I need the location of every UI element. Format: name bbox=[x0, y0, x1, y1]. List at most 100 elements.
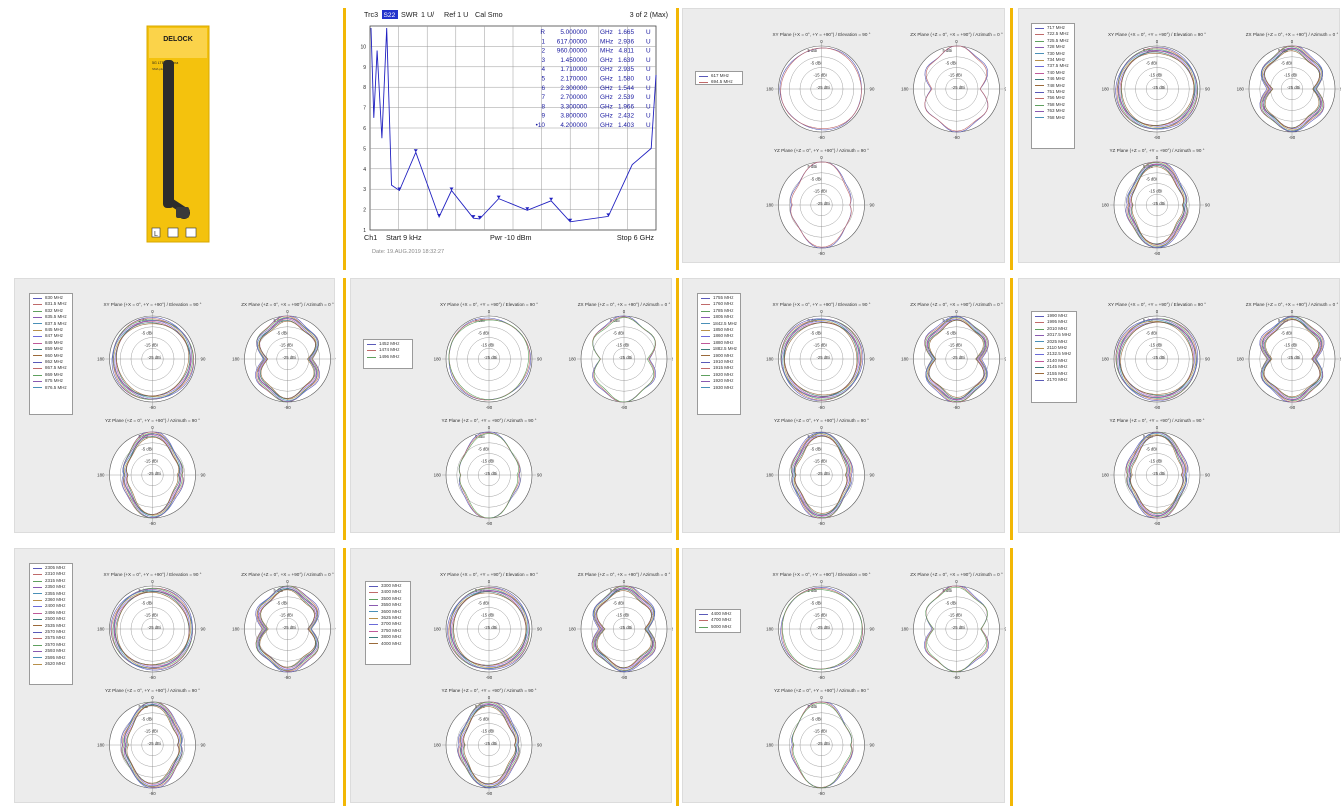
marker-table-cell: 7 bbox=[541, 94, 545, 101]
plane-title: ZX Plane (+Z = 0°, +X = +90°) / Azimuth … bbox=[578, 572, 671, 577]
angle-label: 0 bbox=[1156, 309, 1159, 314]
pattern-trace bbox=[1262, 319, 1322, 401]
legend-label: 862 MHz bbox=[45, 359, 64, 365]
legend-swatch bbox=[369, 604, 378, 606]
ring-label: -25 dBi bbox=[148, 741, 161, 746]
legend-label: 2400 MHz bbox=[45, 603, 66, 609]
ring-label: -25 dBi bbox=[619, 355, 632, 360]
legend-item: 867.5 MHz bbox=[33, 365, 69, 371]
legend-item: 1882.5 MHz bbox=[701, 346, 737, 352]
angle-label: -90 bbox=[818, 251, 825, 256]
pattern-trace bbox=[1115, 318, 1197, 400]
marker-table-cell: 4.200000 bbox=[560, 122, 587, 129]
ring-label: -15 dBi bbox=[814, 729, 827, 734]
radiation-pattern-tile[interactable]: XY Plane (+X = 0°, +Y = +90°) / Elevatio… bbox=[682, 8, 1010, 263]
pattern-trace bbox=[780, 47, 862, 129]
legend-label: 2570 MHz bbox=[45, 641, 66, 647]
plane-title: ZX Plane (+Z = 0°, +X = +90°) / Azimuth … bbox=[578, 302, 671, 307]
angle-label: 180 bbox=[97, 627, 105, 632]
legend-label: 831.5 MHz bbox=[45, 301, 67, 307]
y-tick-label: 7 bbox=[363, 106, 366, 112]
legend-label: 717 MHz bbox=[1047, 25, 1066, 30]
legend-swatch bbox=[33, 374, 42, 376]
pattern-trace bbox=[122, 433, 182, 519]
radiation-pattern-tile[interactable]: XY Plane (+X = 0°, +Y = +90°) / Elevatio… bbox=[1018, 8, 1344, 263]
pattern-trace bbox=[1117, 50, 1195, 128]
marker-table-cell: 2.432 bbox=[618, 113, 634, 120]
marker-point bbox=[549, 197, 554, 201]
marker-table-cell: 3.800000 bbox=[560, 113, 587, 120]
ring-label: -25 dBi bbox=[1152, 355, 1165, 360]
ring-label: -25 dBi bbox=[484, 471, 497, 476]
legend-swatch bbox=[1035, 322, 1044, 324]
vna-swr-tile[interactable]: Trc3 S22 SWR 1 U/ Ref 1 U Cal Smo 3 of 2… bbox=[350, 8, 672, 263]
legend-swatch bbox=[701, 355, 710, 357]
param-label: S22 bbox=[384, 12, 396, 19]
pattern-trace bbox=[255, 585, 320, 672]
angle-label: 0 bbox=[1156, 39, 1159, 44]
legend-swatch bbox=[33, 304, 42, 306]
separator bbox=[676, 548, 679, 806]
ring-label: -25 dBi bbox=[817, 355, 830, 360]
ring-label: -5 dBi bbox=[811, 176, 822, 181]
ring-label: -5 dBi bbox=[811, 716, 822, 721]
radiation-pattern-tile[interactable]: XY Plane (+X = 0°, +Y = +90°) / Elevatio… bbox=[682, 548, 1010, 803]
ring-label: -25 dBi bbox=[1287, 85, 1300, 90]
legend-label: 1760 MHz bbox=[713, 301, 734, 307]
radiation-pattern-tile[interactable]: XY Plane (+X = 0°, +Y = +90°) / Elevatio… bbox=[350, 278, 677, 533]
date-label: Date: 19.AUG.2019 18:32:27 bbox=[372, 249, 444, 255]
legend-swatch bbox=[1035, 34, 1044, 36]
frequency-legend: 4400 MHz 4700 MHz 5000 MHz bbox=[695, 609, 741, 633]
radiation-pattern-tile[interactable]: XY Plane (+X = 0°, +Y = +90°) / Elevatio… bbox=[682, 278, 1010, 533]
separator bbox=[676, 8, 679, 270]
legend-item: 2570 MHz bbox=[33, 642, 69, 648]
pattern-trace bbox=[113, 319, 191, 397]
legend-swatch bbox=[33, 638, 42, 640]
radiation-pattern-tile[interactable]: XY Plane (+X = 0°, +Y = +90°) / Elevatio… bbox=[14, 548, 341, 803]
pattern-trace bbox=[124, 704, 180, 785]
pattern-trace bbox=[115, 323, 190, 397]
ring-label: -15 dBi bbox=[949, 343, 962, 348]
radiation-pattern-tile[interactable]: XY Plane (+X = 0°, +Y = +90°) / Elevatio… bbox=[14, 278, 341, 533]
product-image-tile[interactable]: DELOCK 5G LTE Antenna SMA plug L bbox=[10, 8, 338, 263]
radiation-pattern-tile[interactable]: XY Plane (+X = 0°, +Y = +90°) / Elevatio… bbox=[350, 548, 677, 803]
pattern-trace bbox=[1260, 316, 1324, 403]
ring-label: -15 dBi bbox=[481, 459, 494, 464]
marker-table-cell: 3.300000 bbox=[560, 103, 587, 110]
pattern-trace bbox=[790, 432, 851, 518]
legend-swatch bbox=[33, 593, 42, 595]
ring-label: -5 dBi bbox=[946, 330, 957, 335]
plane-title: ZX Plane (+Z = 0°, +X = +90°) / Azimuth … bbox=[1246, 32, 1339, 37]
plane-title: ZX Plane (+Z = 0°, +X = +90°) / Azimuth … bbox=[910, 302, 1003, 307]
legend-label: 1842.5 MHz bbox=[712, 320, 737, 326]
angle-label: 180 bbox=[766, 87, 774, 92]
pattern-trace bbox=[1120, 321, 1194, 395]
angle-label: -90 bbox=[486, 405, 493, 410]
legend-swatch bbox=[33, 650, 42, 652]
angle-label: 0 bbox=[488, 579, 491, 584]
pattern-trace bbox=[779, 47, 862, 131]
legend-label: 2132.5 MHz bbox=[1047, 351, 1072, 357]
legend-label: 1496 MHz bbox=[379, 353, 400, 359]
legend-swatch bbox=[33, 663, 42, 665]
marker-table-cell: GHz bbox=[600, 57, 613, 64]
legend-item: 734 MHz bbox=[1035, 57, 1071, 63]
legend-item: 862 MHz bbox=[33, 359, 69, 365]
ring-label: -5 dBi bbox=[1281, 60, 1292, 65]
pattern-trace bbox=[1117, 50, 1196, 129]
ring-label: -5 dBi bbox=[1146, 60, 1157, 65]
cal-label: Cal Smo bbox=[475, 10, 503, 19]
legend-label: 5000 MHz bbox=[711, 623, 732, 629]
pattern-trace bbox=[125, 436, 180, 515]
pattern-trace bbox=[111, 587, 193, 670]
radiation-pattern-tile[interactable]: XY Plane (+X = 0°, +Y = +90°) / Elevatio… bbox=[1018, 278, 1344, 533]
marker-table-cell: U bbox=[646, 48, 651, 55]
angle-label: 90 bbox=[201, 473, 206, 478]
ring-label: -15 dBi bbox=[1149, 189, 1162, 194]
pattern-trace bbox=[1129, 435, 1184, 515]
legend-item: 847 MHz bbox=[33, 333, 69, 339]
legend-item: 3750 MHz bbox=[369, 628, 407, 634]
legend-item: 768 MHz bbox=[1035, 115, 1071, 121]
legend-item: 730 MHz bbox=[1035, 51, 1071, 57]
legend-item: 2400 MHz bbox=[33, 603, 69, 609]
